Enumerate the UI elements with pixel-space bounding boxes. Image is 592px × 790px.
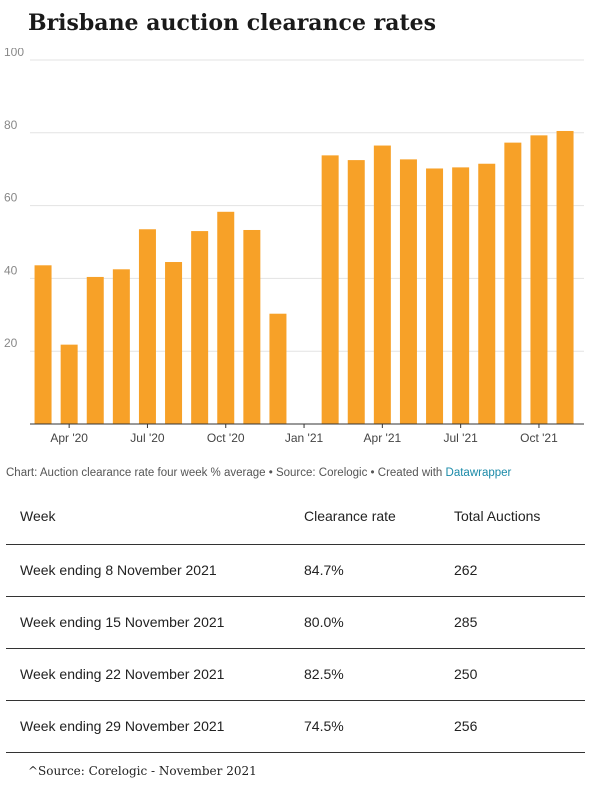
y-tick-label: 40 <box>4 263 18 277</box>
table-row: Week ending 15 November 2021 80.0% 285 <box>6 596 585 649</box>
bar <box>347 160 365 424</box>
bar <box>426 168 444 424</box>
y-tick-label: 20 <box>4 336 18 350</box>
week-cell: Week ending 8 November 2021 <box>6 544 304 597</box>
x-tick-label: Oct '21 <box>520 431 558 445</box>
column-header-total-auctions: Total Auctions <box>454 490 585 545</box>
bar <box>530 135 548 424</box>
bar <box>191 231 209 424</box>
table-row: Week ending 29 November 2021 74.5% 256 <box>6 700 585 753</box>
x-tick-label: Apr '20 <box>50 431 88 445</box>
total-auctions-cell: 256 <box>454 700 585 753</box>
bar <box>556 130 574 424</box>
x-tick-label: Jan '21 <box>285 431 324 445</box>
total-auctions-cell: 262 <box>454 544 585 597</box>
chart-credit: Chart: Auction clearance rate four week … <box>6 467 511 479</box>
table-row: Week ending 8 November 2021 84.7% 262 <box>6 544 585 597</box>
bar <box>86 276 104 424</box>
bar <box>60 344 78 424</box>
bar <box>478 163 496 424</box>
bar <box>452 167 470 424</box>
week-cell: Week ending 29 November 2021 <box>6 700 304 753</box>
datawrapper-link[interactable]: Datawrapper <box>445 467 512 479</box>
clearance-rate-cell: 74.5% <box>304 700 454 753</box>
bar-chart: 20 40 60 80 100 Apr '20 Jul '20 Oct '20 Jan '21… <box>4 48 584 445</box>
bar-layer <box>34 130 574 425</box>
week-cell: Week ending 22 November 2021 <box>6 648 304 701</box>
week-cell: Week ending 15 November 2021 <box>6 596 304 649</box>
bar <box>504 142 522 424</box>
bar <box>138 229 156 424</box>
bar <box>34 265 52 424</box>
clearance-rate-cell: 84.7% <box>304 544 454 597</box>
bar <box>269 313 287 424</box>
total-auctions-cell: 285 <box>454 596 585 649</box>
column-header-week: Week <box>6 490 304 545</box>
credit-text: Chart: Auction clearance rate four week … <box>6 467 446 479</box>
y-tick-label: 60 <box>4 191 18 205</box>
clearance-rate-cell: 80.0% <box>304 596 454 649</box>
y-tick-label: 80 <box>4 118 18 132</box>
x-tick-label: Apr '21 <box>364 431 402 445</box>
x-tick-label: Jul '20 <box>130 431 165 445</box>
clearance-rate-cell: 82.5% <box>304 648 454 701</box>
y-tick-label: 100 <box>4 48 24 59</box>
table-header-row: Week Clearance rate Total Auctions <box>6 490 585 545</box>
bar <box>112 269 130 424</box>
bar <box>243 229 261 424</box>
x-tick-layer: Apr '20 Jul '20 Oct '20 Jan '21 Apr '21 Jul '… <box>50 424 558 445</box>
column-header-clearance-rate: Clearance rate <box>304 490 454 545</box>
table-row: Week ending 22 November 2021 82.5% 250 <box>6 648 585 701</box>
bar <box>399 159 417 424</box>
source-footnote: ^Source: Corelogic - November 2021 <box>28 764 257 778</box>
chart-title: Brisbane auction clearance rates <box>28 10 436 36</box>
x-tick-label: Oct '20 <box>207 431 245 445</box>
x-tick-label: Jul '21 <box>443 431 478 445</box>
total-auctions-cell: 250 <box>454 648 585 701</box>
bar <box>373 145 391 424</box>
bar <box>217 211 235 424</box>
bar <box>321 155 339 425</box>
clearance-table: Week Clearance rate Total Auctions Week … <box>6 490 585 753</box>
bar <box>165 262 183 424</box>
